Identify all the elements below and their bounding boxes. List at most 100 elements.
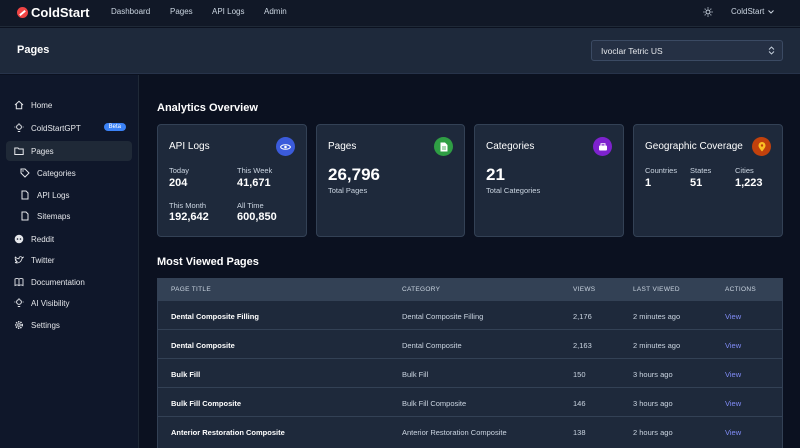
card-title: API Logs (169, 141, 210, 152)
sidebar-item-label: ColdStartGPT (31, 123, 81, 133)
last-viewed-cell: 2 minutes ago (633, 312, 681, 321)
sidebar-item-reddit[interactable]: Reddit (6, 229, 132, 249)
api-logs-card[interactable]: API Logs Today 204 This Week 41,671 This… (157, 124, 307, 237)
home-icon (14, 100, 24, 110)
sidebar-item-ai-visibility[interactable]: AI Visibility (6, 293, 132, 313)
all-time-value: 600,850 (237, 211, 277, 223)
sidebar-item-label: AI Visibility (31, 298, 70, 308)
countries-value: 1 (645, 177, 652, 189)
column-header-actions: ACTIONS (725, 286, 756, 293)
category-cell: Anterior Restoration Composite (402, 428, 507, 437)
countries-label: Countries (645, 166, 678, 175)
project-select-value: Ivoclar Tetric US (601, 45, 663, 56)
sidebar-item-categories[interactable]: Categories (6, 163, 132, 183)
month-label: This Month (169, 201, 207, 210)
brand-name: ColdStart (31, 5, 90, 20)
today-label: Today (169, 166, 190, 175)
view-link[interactable]: View (725, 312, 742, 321)
reddit-icon (14, 234, 24, 244)
layers-icon (593, 137, 612, 156)
category-cell: Dental Composite (402, 341, 462, 350)
nav-link-admin[interactable]: Admin (264, 7, 287, 16)
view-link[interactable]: View (725, 341, 742, 350)
beta-badge: Beta (103, 123, 126, 131)
view-link[interactable]: View (725, 428, 742, 437)
view-link[interactable]: View (725, 370, 742, 379)
sidebar-item-label: Twitter (31, 255, 55, 265)
top-navbar: ColdStart Dashboard Pages API Logs Admin… (0, 0, 800, 27)
sidebar-item-label: API Logs (37, 190, 70, 200)
sidebar-item-label: Home (31, 100, 53, 110)
view-link[interactable]: View (725, 399, 742, 408)
bulb-icon (14, 123, 24, 132)
eye-icon (276, 137, 295, 156)
user-menu[interactable]: ColdStart (731, 7, 775, 16)
views-cell: 2,163 (573, 341, 592, 350)
table-row: Anterior Restoration Composite Anterior … (158, 416, 782, 445)
table-row: Bulk Fill Bulk Fill 150 3 hours ago View (158, 358, 782, 387)
user-menu-label: ColdStart (731, 7, 765, 16)
categories-total-value: 21 (486, 165, 505, 184)
nav-link-pages[interactable]: Pages (170, 7, 193, 16)
file-icon (21, 190, 29, 200)
views-cell: 138 (573, 428, 586, 437)
cities-value: 1,223 (735, 177, 763, 189)
table-row: Dental Composite Dental Composite 2,163 … (158, 329, 782, 358)
document-icon (434, 137, 453, 156)
analytics-heading: Analytics Overview (157, 102, 258, 114)
book-icon (14, 278, 24, 287)
page-title-cell: Bulk Fill (171, 370, 201, 379)
column-header-views: VIEWS (573, 286, 596, 293)
category-cell: Dental Composite Filling (402, 312, 484, 321)
categories-total-label: Total Categories (486, 186, 541, 195)
states-value: 51 (690, 177, 703, 189)
today-value: 204 (169, 177, 188, 189)
sidebar-item-api-logs[interactable]: API Logs (6, 185, 132, 205)
last-viewed-cell: 3 hours ago (633, 370, 673, 379)
sidebar-item-home[interactable]: Home (6, 95, 132, 115)
sidebar-item-coldstartgpt[interactable]: ColdStartGPT Beta (6, 118, 132, 138)
states-label: States (690, 166, 712, 175)
card-title: Geographic Coverage (645, 141, 743, 152)
last-viewed-cell: 2 hours ago (633, 428, 673, 437)
most-viewed-heading: Most Viewed Pages (157, 256, 259, 268)
theme-toggle-sun-icon[interactable] (703, 7, 713, 17)
most-viewed-table: PAGE TITLE CATEGORY VIEWS LAST VIEWED AC… (157, 278, 783, 448)
sidebar-item-documentation[interactable]: Documentation (6, 272, 132, 292)
sidebar-item-sitemaps[interactable]: Sitemaps (6, 206, 132, 226)
gear-icon (14, 320, 24, 330)
chevron-down-icon (768, 9, 775, 14)
nav-link-api-logs[interactable]: API Logs (212, 7, 245, 16)
page-title-cell: Dental Composite Filling (171, 312, 259, 321)
sidebar: Home ColdStartGPT Beta Pages Categories … (0, 75, 139, 448)
project-select[interactable]: Ivoclar Tetric US (591, 40, 783, 61)
sidebar-item-twitter[interactable]: Twitter (6, 250, 132, 270)
brand-logo[interactable]: ColdStart (17, 5, 90, 20)
page-title-cell: Anterior Restoration Composite (171, 428, 285, 437)
category-cell: Bulk Fill Composite (402, 399, 467, 408)
nav-link-dashboard[interactable]: Dashboard (111, 7, 151, 16)
bulb-icon (14, 298, 24, 307)
geographic-coverage-card[interactable]: Geographic Coverage Countries 1 States 5… (633, 124, 783, 237)
all-time-label: All Time (237, 201, 264, 210)
sidebar-item-label: Documentation (31, 277, 85, 287)
pages-card[interactable]: Pages 26,796 Total Pages (316, 124, 465, 237)
sidebar-item-settings[interactable]: Settings (6, 315, 132, 335)
week-label: This Week (237, 166, 273, 175)
pages-total-value: 26,796 (328, 165, 380, 184)
page-title-cell: Dental Composite (171, 341, 235, 350)
sidebar-item-label: Reddit (31, 234, 55, 244)
sidebar-item-pages[interactable]: Pages (6, 141, 132, 161)
folder-icon (14, 147, 24, 155)
column-header-last-viewed: LAST VIEWED (633, 286, 680, 293)
sidebar-item-label: Settings (31, 320, 60, 330)
table-header: PAGE TITLE CATEGORY VIEWS LAST VIEWED AC… (158, 279, 782, 300)
views-cell: 146 (573, 399, 586, 408)
week-value: 41,671 (237, 177, 271, 189)
categories-card[interactable]: Categories 21 Total Categories (474, 124, 624, 237)
cities-label: Cities (735, 166, 754, 175)
category-cell: Bulk Fill (402, 370, 429, 379)
page-title-cell: Bulk Fill Composite (171, 399, 242, 408)
sidebar-item-label: Pages (31, 146, 54, 156)
month-value: 192,642 (169, 211, 209, 223)
